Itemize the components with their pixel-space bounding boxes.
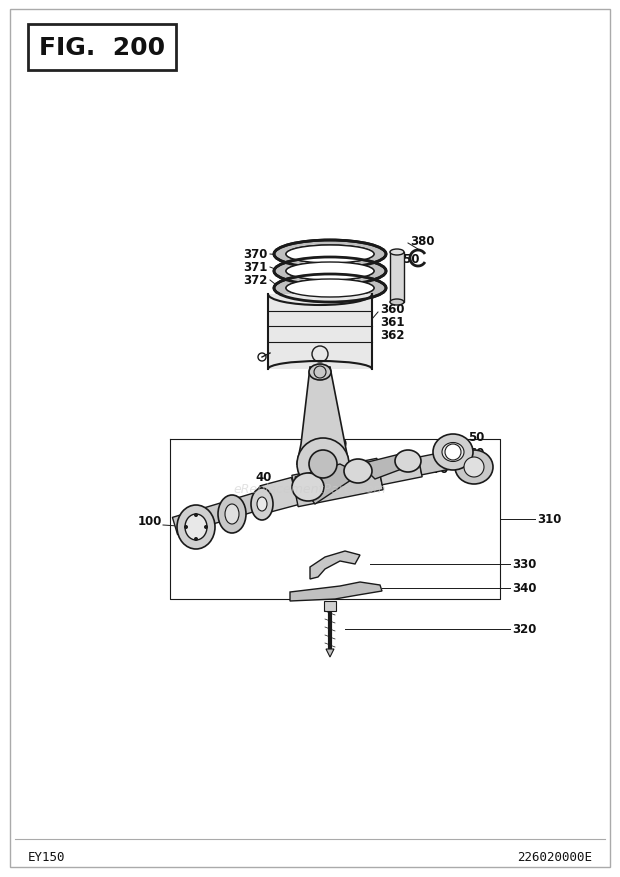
Text: 90: 90 <box>215 503 231 516</box>
Circle shape <box>184 525 188 530</box>
Ellipse shape <box>442 443 464 462</box>
Ellipse shape <box>286 246 374 264</box>
Text: 60: 60 <box>468 447 484 460</box>
Text: FIG.  200: FIG. 200 <box>39 36 165 60</box>
Text: 50: 50 <box>468 431 484 444</box>
Polygon shape <box>297 367 349 465</box>
Ellipse shape <box>177 505 215 549</box>
Text: 370: 370 <box>244 248 268 261</box>
Text: 350: 350 <box>395 253 420 267</box>
Ellipse shape <box>433 434 473 470</box>
Text: 10: 10 <box>332 438 348 451</box>
Ellipse shape <box>257 497 267 511</box>
Polygon shape <box>360 454 415 480</box>
Polygon shape <box>262 478 299 513</box>
Circle shape <box>194 538 198 541</box>
Ellipse shape <box>286 263 374 281</box>
Polygon shape <box>326 649 334 657</box>
Text: 42: 42 <box>255 497 272 510</box>
Ellipse shape <box>286 280 374 297</box>
Text: 361: 361 <box>380 316 404 329</box>
Text: 330: 330 <box>512 558 536 571</box>
Polygon shape <box>292 459 383 507</box>
Text: 320: 320 <box>512 623 536 636</box>
Ellipse shape <box>292 474 324 502</box>
Ellipse shape <box>251 488 273 520</box>
Circle shape <box>194 513 198 517</box>
FancyBboxPatch shape <box>10 10 610 867</box>
Ellipse shape <box>395 451 421 473</box>
Ellipse shape <box>274 240 386 268</box>
Text: 80: 80 <box>285 485 301 498</box>
Text: 380: 380 <box>410 235 435 248</box>
Polygon shape <box>268 295 372 369</box>
Polygon shape <box>418 451 457 475</box>
Text: 310: 310 <box>537 513 561 526</box>
Circle shape <box>297 438 349 490</box>
Text: 100: 100 <box>138 515 162 528</box>
Text: 40: 40 <box>255 471 272 484</box>
Ellipse shape <box>286 280 374 297</box>
Ellipse shape <box>344 460 372 483</box>
Ellipse shape <box>286 263 374 281</box>
Ellipse shape <box>309 365 331 381</box>
Polygon shape <box>310 552 360 580</box>
Text: 41: 41 <box>255 484 272 497</box>
Bar <box>324 602 336 611</box>
Circle shape <box>464 458 484 477</box>
Circle shape <box>309 451 337 479</box>
Circle shape <box>204 525 208 530</box>
FancyBboxPatch shape <box>28 25 176 71</box>
Circle shape <box>445 445 461 460</box>
Text: 70: 70 <box>432 463 448 476</box>
Polygon shape <box>172 491 268 535</box>
Ellipse shape <box>274 258 386 286</box>
Bar <box>390 253 404 303</box>
Polygon shape <box>295 465 360 504</box>
Text: 362: 362 <box>380 329 404 342</box>
Polygon shape <box>290 582 382 602</box>
Ellipse shape <box>274 275 386 303</box>
Text: eReplacementParts.com: eReplacementParts.com <box>234 483 386 496</box>
Text: 372: 372 <box>244 275 268 287</box>
Text: 360: 360 <box>380 303 404 316</box>
Ellipse shape <box>455 451 493 484</box>
Text: 340: 340 <box>512 581 536 595</box>
Ellipse shape <box>225 504 239 524</box>
Text: EY150: EY150 <box>28 851 66 864</box>
Ellipse shape <box>185 515 207 540</box>
Polygon shape <box>378 456 422 485</box>
Ellipse shape <box>218 496 246 533</box>
Ellipse shape <box>390 250 404 256</box>
Text: 371: 371 <box>244 261 268 275</box>
Ellipse shape <box>390 300 404 306</box>
Ellipse shape <box>286 246 374 264</box>
Text: 226020000E: 226020000E <box>517 851 592 864</box>
